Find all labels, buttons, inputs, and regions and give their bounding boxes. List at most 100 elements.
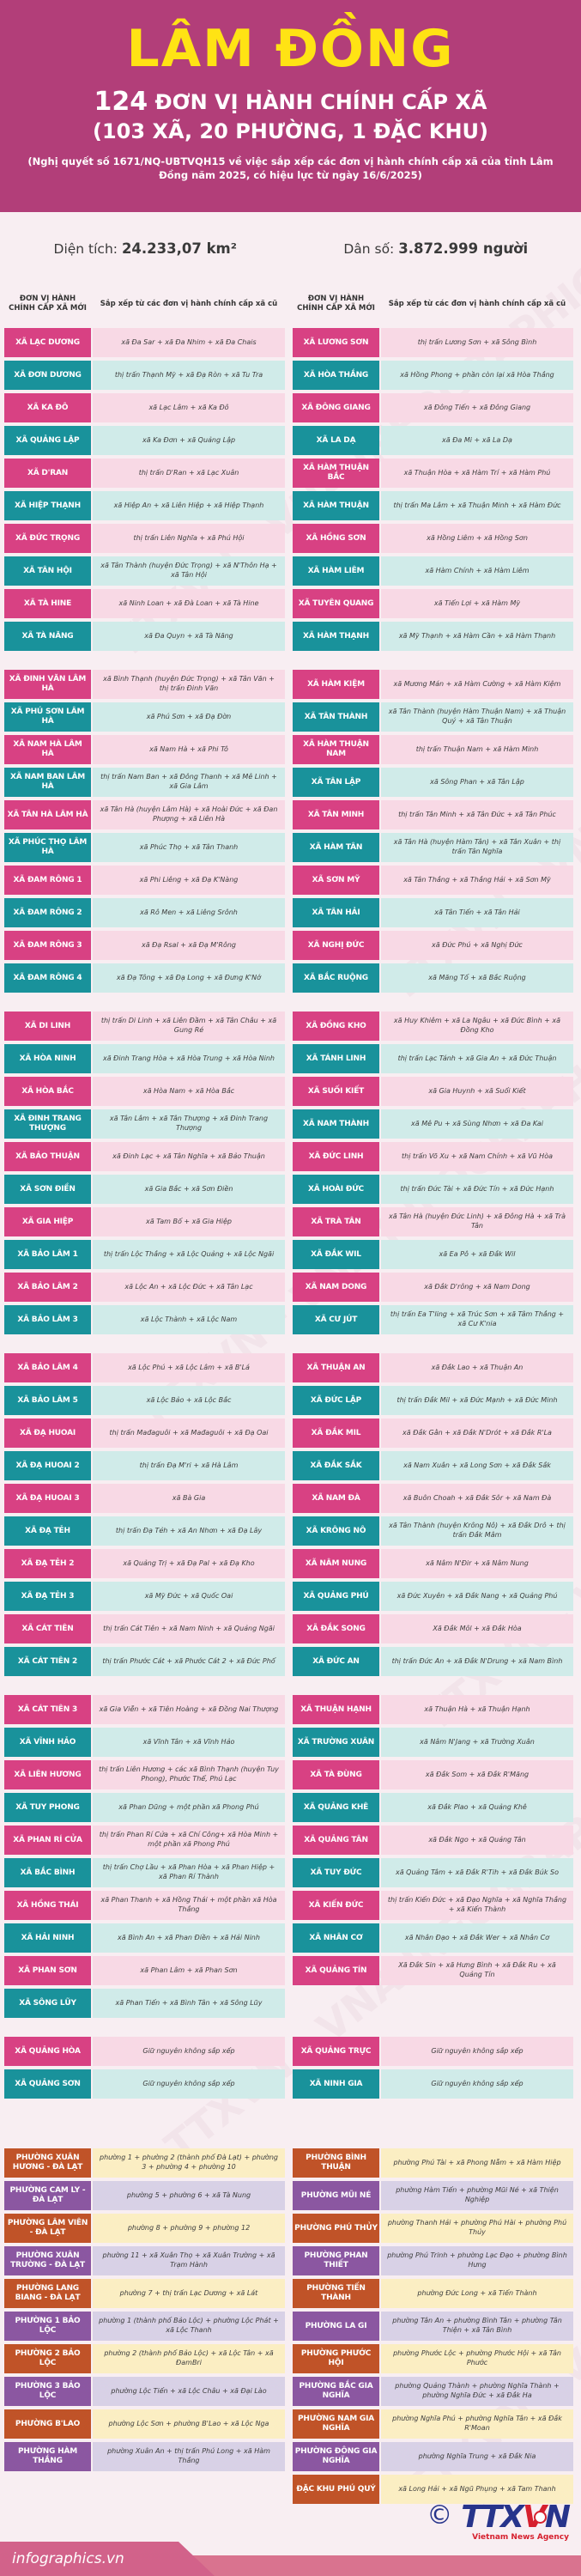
commune-half-right: XÃ TRÀ TÂN xã Tân Hà (huyện Đức Linh) + x… <box>293 1207 573 1236</box>
commune-half-left: XÃ ĐAM RÔNG 1 xã Phi Liêng + xã Đạ K'Nàng <box>4 866 285 895</box>
commune-row: XÃ TÀ NĂNG xã Đa Quyn + xã Tà Năng XÃ HÀM … <box>4 622 577 651</box>
merged-from-units: xã Lộc Phú + xã Lộc Lâm + xã B'Lá <box>93 1353 285 1382</box>
merged-from-units: xã Nâm N'Jang + xã Trường Xuân <box>381 1728 573 1757</box>
commune-half-left: XÃ CÁT TIÊN thị trấn Cát Tiên + xã Nam Ni… <box>4 1614 285 1643</box>
merged-from-units: phường Tân An + phường Bình Tân + phường… <box>381 2312 573 2341</box>
merged-from-units: xã Lộc An + xã Lộc Đức + xã Tân Lạc <box>93 1273 285 1302</box>
commune-row: XÃ PHÚC THỌ LÂM HÀ xã Phúc Thọ + xã Tân T… <box>4 833 577 862</box>
commune-row: XÃ TUY PHONG xã Phan Dũng + một phần xã P… <box>4 1793 577 1822</box>
unit-name: XÃ ĐỨC LINH <box>293 1142 379 1171</box>
unit-name: XÃ DI LINH <box>4 1012 91 1041</box>
unit-name: XÃ NAM ĐÀ <box>293 1484 379 1513</box>
commune-half-left: XÃ BẮC BÌNH thị trấn Chợ Lầu + xã Phan Hò… <box>4 1858 285 1887</box>
merged-from-units: thị trấn Đắk Mil + xã Đức Mạnh + xã Đức … <box>381 1386 573 1415</box>
commune-row: XÃ ĐAM RÔNG 4 xã Đạ Tông + xã Đạ Long + x… <box>4 963 577 993</box>
unit-name: PHƯỜNG TIẾN THÀNH <box>293 2279 379 2308</box>
left-column-header: ĐƠN VỊ HÀNH CHÍNH CẤP XÃ MỚI Sắp xếp từ … <box>4 284 285 324</box>
new-unit-header-right: ĐƠN VỊ HÀNH CHÍNH CẤP XÃ MỚI <box>297 294 375 313</box>
merged-from-units: thị trấn Liên Hương + các xã Bình Thạnh … <box>93 1760 285 1789</box>
globe-icon <box>534 2510 547 2524</box>
unit-name: XÃ ĐAM RÔNG 3 <box>4 931 91 960</box>
unit-name: XÃ KA ĐÔ <box>4 393 91 422</box>
commune-half-right: XÃ HÒA THẮNG xã Hồng Phong + phần còn lại… <box>293 361 573 390</box>
commune-row: XÃ ĐAM RÔNG 2 xã Rô Men + xã Liêng Srônh X… <box>4 898 577 927</box>
unit-name: XÃ ĐẮK WIL <box>293 1240 379 1269</box>
commune-row: XÃ ĐỨC TRỌNG thị trấn Liên Nghĩa + xã Phú… <box>4 524 577 553</box>
unit-name: XÃ PHÚC THỌ LÂM HÀ <box>4 833 91 862</box>
unit-name: XÃ QUẢNG HÒA <box>4 2037 91 2066</box>
unit-name: XÃ ĐẠ TẺH <box>4 1516 91 1546</box>
commune-row: XÃ QUẢNG HÒA Giữ nguyên không sắp xếp XÃ Q… <box>4 2037 577 2066</box>
unit-name: XÃ HÒA THẮNG <box>293 361 379 390</box>
area-stat: Diện tích: 24.233,07 km² <box>0 240 291 257</box>
commune-half-right: XÃ NAM THÀNH xã Mê Pu + xã Sùng Nhơn + xã… <box>293 1109 573 1139</box>
commune-half-right: XÃ NINH GIA Giữ nguyên không sắp xếp <box>293 2069 573 2099</box>
merged-from-units: xã Bình Thạnh (huyện Đức Trọng) + xã Tân… <box>93 670 285 699</box>
group-gap <box>4 654 577 670</box>
unit-count-label: ĐƠN VỊ HÀNH CHÍNH CẤP XÃ <box>154 90 487 114</box>
unit-name: XÃ HẢI NINH <box>4 1923 91 1953</box>
commune-row: XÃ HẢI NINH xã Bình An + xã Phan Điền + x… <box>4 1923 577 1953</box>
merged-from-units: xã Đắk Plao + xã Quảng Khê <box>381 1793 573 1822</box>
population-stat: Dân số: 3.872.999 người <box>291 240 581 257</box>
commune-row: XÃ ĐINH VĂN LÂM HÀ xã Bình Thạnh (huyện Đ… <box>4 670 577 699</box>
merged-from-units: xã Hồng Phong + phần còn lại xã Hòa Thắn… <box>381 361 573 390</box>
unit-name: XÃ BẮC RUỘNG <box>293 963 379 993</box>
merged-from-units: thị trấn Phước Cát + xã Phước Cát 2 + xã… <box>93 1647 285 1676</box>
commune-half-left: XÃ PHÚ SƠN LÂM HÀ xã Phú Sơn + xã Đạ Đờn <box>4 702 285 732</box>
commune-row: XÃ LẠC DƯƠNG xã Đa Sar + xã Đa Nhim + xã … <box>4 328 577 357</box>
unit-name: XÃ SƠN ĐIỀN <box>4 1175 91 1204</box>
commune-row: XÃ PHAN RÍ CỬA thị trấn Phan Rí Cửa + xã … <box>4 1826 577 1855</box>
commune-row: XÃ HỒNG THÁI xã Phan Thanh + xã Hồng Thái… <box>4 1891 577 1920</box>
unit-name: XÃ ĐẮK SONG <box>293 1614 379 1643</box>
commune-half-right: XÃ NHÂN CƠ xã Nhân Đạo + xã Đắk Wer + xã … <box>293 1923 573 1953</box>
merged-from-units <box>381 1989 573 2018</box>
unit-name: PHƯỜNG 2 BẢO LỘC <box>4 2344 91 2373</box>
commune-half-left: XÃ ĐỨC TRỌNG thị trấn Liên Nghĩa + xã Phú… <box>4 524 285 553</box>
commune-row: XÃ BẢO LÂM 5 xã Lộc Bảo + xã Lộc Bắc XÃ ĐỨ… <box>4 1386 577 1415</box>
unit-name: XÃ BẢO LÂM 1 <box>4 1240 91 1269</box>
unit-name: XÃ TÂN HỘI <box>4 556 91 586</box>
unit-name: XÃ ĐAM RÔNG 4 <box>4 963 91 993</box>
site-credit: infographics.vn <box>0 2542 215 2576</box>
commune-half-right: XÃ TÀ ĐÙNG xã Đắk Som + xã Đắk R'Măng <box>293 1760 573 1789</box>
commune-half-right: XÃ HÀM KIỆM xã Mương Mán + xã Hàm Cường +… <box>293 670 573 699</box>
unit-name: ĐẶC KHU PHÚ QUÝ <box>293 2475 379 2504</box>
table-area: ĐƠN VỊ HÀNH CHÍNH CẤP XÃ MỚI Sắp xếp từ … <box>0 284 581 2504</box>
unit-name: XÃ QUẢNG SƠN <box>4 2069 91 2099</box>
commune-row: XÃ ĐAM RÔNG 1 xã Phi Liêng + xã Đạ K'Nàng… <box>4 866 577 895</box>
commune-half-left: XÃ NAM BAN LÂM HÀ thị trấn Nam Ban + xã Đ… <box>4 768 285 797</box>
merged-from-units: thị trấn Nam Ban + xã Đông Thanh + xã Mê… <box>93 768 285 797</box>
merged-from-units: xã Ea Pô + xã Đắk Wil <box>381 1240 573 1269</box>
ward-half-left: PHƯỜNG B'LAO phường Lộc Sơn + phường B'La… <box>4 2409 285 2439</box>
merged-from-units: xã Phú Sơn + xã Đạ Đờn <box>93 702 285 732</box>
merged-from-units: xã Tân Tiến + xã Tân Hải <box>381 898 573 927</box>
commune-row: XÃ NAM HÀ LÂM HÀ xã Nam Hà + xã Phi Tô XÃ … <box>4 735 577 764</box>
unit-name: XÃ GIA HIỆP <box>4 1207 91 1236</box>
unit-name: PHƯỜNG NAM GIA NGHĨA <box>293 2409 379 2439</box>
group-gap <box>4 1680 577 1695</box>
unit-name: PHƯỜNG CAM LY - ĐÀ LẠT <box>4 2181 91 2210</box>
unit-name: XÃ HÀM THUẬN BẮC <box>293 459 379 488</box>
unit-name <box>293 1989 379 2018</box>
merged-from-units: phường Nghĩa Phú + phường Nghĩa Tân + xã… <box>381 2409 573 2439</box>
commune-half-left: XÃ HIỆP THẠNH xã Hiệp An + xã Liên Hiệp +… <box>4 491 285 520</box>
unit-name: XÃ ĐẠ HUOAI 2 <box>4 1451 91 1480</box>
merged-from-units: xã Tân Lâm + xã Tân Thượng + xã Đinh Tra… <box>93 1109 285 1139</box>
merged-from-units: thị trấn Di Linh + xã Liên Đầm + xã Tân … <box>93 1012 285 1041</box>
merged-from-units: phường 11 + xã Xuân Thọ + xã Xuân Trường… <box>93 2246 285 2275</box>
merged-from-units: thị trấn Võ Xu + xã Nam Chính + xã Vũ Hò… <box>381 1142 573 1171</box>
ward-half-right: PHƯỜNG PHÚ THỦY phường Thanh Hải + phường… <box>293 2214 573 2243</box>
commune-row: XÃ TÂN HÀ LÂM HÀ xã Tân Hà (huyện Lâm Hà)… <box>4 800 577 829</box>
commune-half-right: XÃ HÀM LIÊM xã Hàm Chính + xã Hàm Liêm <box>293 556 573 586</box>
unit-name: XÃ QUẢNG TÂN <box>293 1826 379 1855</box>
unit-name: PHƯỜNG XUÂN TRƯỜNG - ĐÀ LẠT <box>4 2246 91 2275</box>
unit-name: XÃ NAM DONG <box>293 1273 379 1302</box>
province-title: LÂM ĐỒNG <box>126 19 455 79</box>
merged-from-units: xã Đinh Trang Hòa + xã Hòa Trung + xã Hò… <box>93 1044 285 1073</box>
commune-row: XÃ PHÚ SƠN LÂM HÀ xã Phú Sơn + xã Đạ Đờn X… <box>4 702 577 732</box>
commune-half-right: XÃ LA DẠ xã Đa Mi + xã La Dạ <box>293 426 573 455</box>
commune-half-left: XÃ BẢO LÂM 1 thị trấn Lộc Thắng + xã Lộc … <box>4 1240 285 1269</box>
commune-half-left: XÃ ĐẠ TẺH thị trấn Đạ Tẻh + xã An Nhơn + … <box>4 1516 285 1546</box>
merged-from-units: xã Hàm Chính + xã Hàm Liêm <box>381 556 573 586</box>
